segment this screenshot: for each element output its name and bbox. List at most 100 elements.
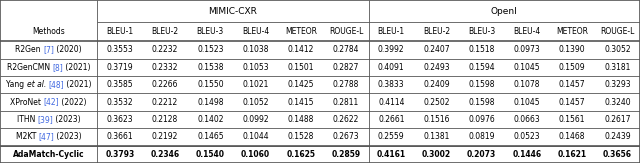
Text: 0.1021: 0.1021	[243, 80, 269, 89]
Text: 0.1538: 0.1538	[197, 63, 223, 72]
Text: 0.3833: 0.3833	[378, 80, 404, 89]
Text: 0.1402: 0.1402	[197, 115, 223, 124]
Text: 0.3052: 0.3052	[604, 45, 630, 54]
Text: 0.1446: 0.1446	[513, 150, 541, 159]
Text: 0.2788: 0.2788	[333, 80, 359, 89]
Text: 0.3656: 0.3656	[603, 150, 632, 159]
Text: 0.0819: 0.0819	[468, 132, 495, 141]
Text: (2023): (2023)	[53, 115, 81, 124]
Text: 0.1045: 0.1045	[514, 63, 540, 72]
Text: 0.1598: 0.1598	[468, 98, 495, 107]
Text: 0.1390: 0.1390	[559, 45, 586, 54]
Text: 0.1501: 0.1501	[287, 63, 314, 72]
Text: 0.2073: 0.2073	[467, 150, 497, 159]
Text: BLEU-2: BLEU-2	[152, 27, 179, 36]
Text: 0.1425: 0.1425	[287, 80, 314, 89]
Text: 0.1509: 0.1509	[559, 63, 586, 72]
Text: (2023): (2023)	[54, 132, 82, 141]
Text: 0.2859: 0.2859	[332, 150, 360, 159]
Text: 0.2346: 0.2346	[150, 150, 180, 159]
Text: 0.1550: 0.1550	[197, 80, 223, 89]
Text: 0.0663: 0.0663	[513, 115, 540, 124]
Text: [39]: [39]	[37, 115, 53, 124]
Text: 0.3293: 0.3293	[604, 80, 630, 89]
Text: 0.2266: 0.2266	[152, 80, 179, 89]
Text: et al.: et al.	[26, 80, 46, 89]
Text: M2KT: M2KT	[15, 132, 38, 141]
Text: 0.1561: 0.1561	[559, 115, 586, 124]
Text: 0.2232: 0.2232	[152, 45, 179, 54]
Text: 0.1412: 0.1412	[287, 45, 314, 54]
Text: 0.1540: 0.1540	[196, 150, 225, 159]
Text: 0.1598: 0.1598	[468, 80, 495, 89]
Text: 0.2439: 0.2439	[604, 132, 630, 141]
Text: 0.1381: 0.1381	[423, 132, 450, 141]
Text: 0.3181: 0.3181	[604, 63, 630, 72]
Text: 0.1053: 0.1053	[243, 63, 269, 72]
Text: 0.1457: 0.1457	[559, 98, 586, 107]
Text: 0.0973: 0.0973	[513, 45, 540, 54]
Text: [8]: [8]	[52, 63, 63, 72]
Text: 0.1044: 0.1044	[243, 132, 269, 141]
Text: METEOR: METEOR	[556, 27, 588, 36]
Text: [48]: [48]	[48, 80, 64, 89]
Text: 0.2559: 0.2559	[378, 132, 404, 141]
Text: 0.3992: 0.3992	[378, 45, 404, 54]
Text: 0.1457: 0.1457	[559, 80, 586, 89]
Text: 0.1038: 0.1038	[243, 45, 269, 54]
Text: 0.3719: 0.3719	[107, 63, 133, 72]
Text: 0.3532: 0.3532	[107, 98, 133, 107]
Text: 0.1518: 0.1518	[468, 45, 495, 54]
Text: 0.3661: 0.3661	[107, 132, 133, 141]
Text: (2021): (2021)	[64, 80, 92, 89]
Text: 0.0992: 0.0992	[243, 115, 269, 124]
Text: OpenI: OpenI	[491, 7, 518, 15]
Text: BLEU-4: BLEU-4	[513, 27, 541, 36]
Text: METEOR: METEOR	[285, 27, 317, 36]
Text: 0.2502: 0.2502	[423, 98, 450, 107]
Text: AdaMatch-Cyclic: AdaMatch-Cyclic	[13, 150, 84, 159]
Text: Yang: Yang	[6, 80, 26, 89]
Text: 0.2409: 0.2409	[423, 80, 450, 89]
Text: 0.2784: 0.2784	[333, 45, 359, 54]
Text: BLEU-3: BLEU-3	[468, 27, 495, 36]
Text: 0.1528: 0.1528	[287, 132, 314, 141]
Text: (2021): (2021)	[63, 63, 90, 72]
Text: BLEU-4: BLEU-4	[242, 27, 269, 36]
Text: 0.3002: 0.3002	[422, 150, 451, 159]
Text: 0.1060: 0.1060	[241, 150, 270, 159]
Text: 0.1078: 0.1078	[514, 80, 540, 89]
Text: 0.1415: 0.1415	[287, 98, 314, 107]
Text: 0.2827: 0.2827	[333, 63, 359, 72]
Text: 0.1468: 0.1468	[559, 132, 586, 141]
Text: BLEU-1: BLEU-1	[106, 27, 134, 36]
Text: [47]: [47]	[38, 132, 54, 141]
Text: 0.3240: 0.3240	[604, 98, 630, 107]
Text: 0.1052: 0.1052	[243, 98, 269, 107]
Text: 0.1465: 0.1465	[197, 132, 223, 141]
Text: ROUGE-L: ROUGE-L	[600, 27, 635, 36]
Text: 0.2811: 0.2811	[333, 98, 359, 107]
Text: 0.2212: 0.2212	[152, 98, 179, 107]
Text: MIMIC-CXR: MIMIC-CXR	[209, 7, 257, 15]
Text: 0.2407: 0.2407	[423, 45, 450, 54]
Text: 0.1516: 0.1516	[423, 115, 450, 124]
Text: 0.3623: 0.3623	[107, 115, 133, 124]
Text: 0.2622: 0.2622	[333, 115, 359, 124]
Text: 0.0523: 0.0523	[514, 132, 540, 141]
Text: 0.4114: 0.4114	[378, 98, 404, 107]
Text: BLEU-3: BLEU-3	[196, 27, 224, 36]
Text: 0.3793: 0.3793	[105, 150, 134, 159]
Text: 0.2192: 0.2192	[152, 132, 179, 141]
Text: BLEU-2: BLEU-2	[423, 27, 450, 36]
Text: 0.2493: 0.2493	[423, 63, 450, 72]
Text: 0.1625: 0.1625	[286, 150, 316, 159]
Text: 0.2332: 0.2332	[152, 63, 179, 72]
Text: 0.1488: 0.1488	[287, 115, 314, 124]
Text: Methods: Methods	[32, 27, 65, 36]
Text: [42]: [42]	[44, 98, 60, 107]
Text: BLEU-1: BLEU-1	[378, 27, 405, 36]
Text: 0.1621: 0.1621	[557, 150, 587, 159]
Text: ITHN: ITHN	[17, 115, 37, 124]
Text: 0.2673: 0.2673	[333, 132, 359, 141]
